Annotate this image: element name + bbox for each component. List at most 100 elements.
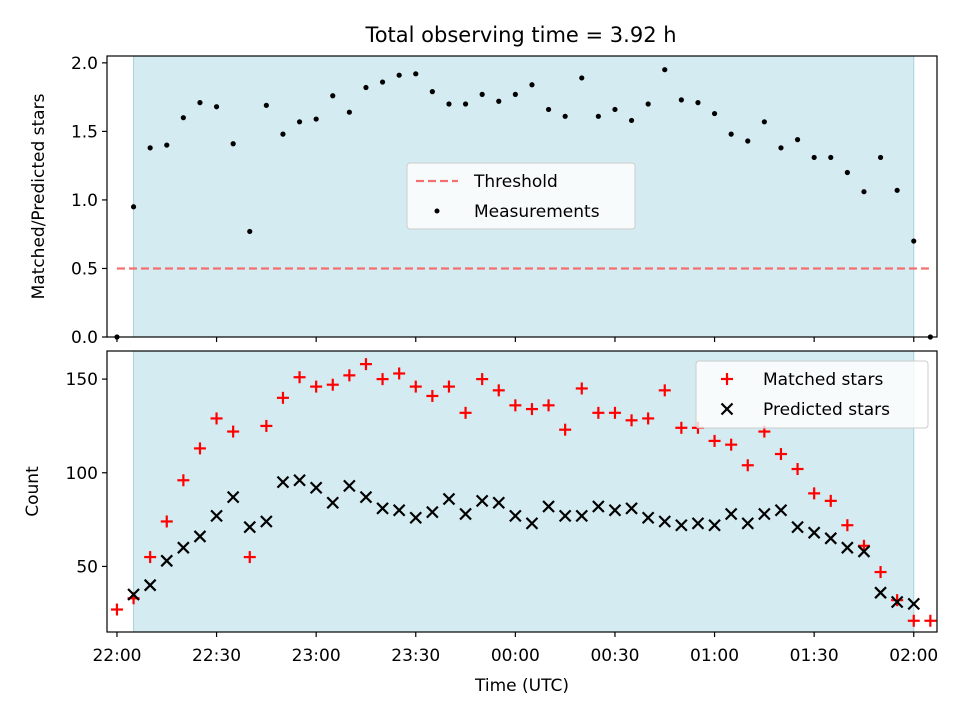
predicted-star-point [459,507,472,521]
predicted-star-point [293,473,306,487]
legend-x-marker [720,402,734,416]
measurement-point [330,93,336,99]
predicted-star-point [475,494,489,508]
y-tick-label: 50 [76,557,98,577]
y-tick-label: 2.0 [71,54,98,74]
measurement-point [147,145,153,151]
predicted-star-point [426,505,439,519]
matched-star-point [343,369,356,382]
predicted-star-point [791,520,804,534]
predicted-star-point [625,502,638,515]
matched-star-point [492,384,505,397]
matched-star-point [110,603,123,616]
measurement-point [811,154,817,161]
matched-star-point [459,406,472,419]
predicted-star-point [675,518,688,532]
measurement-point [645,101,651,107]
legend-plus-marker [721,373,733,385]
predicted-star-point [758,507,771,521]
predicted-star-point [260,515,273,528]
y-tick-label: 1.0 [71,191,98,211]
matched-star-point [708,434,721,447]
measurement-point [496,98,502,104]
matched-star-point [542,399,555,412]
predicted-star-point [392,503,406,517]
measurement-point [678,97,684,103]
matched-star-point [442,380,455,393]
measurement-point [363,84,369,91]
top-x-ticks [116,337,915,342]
top-legend-box [406,162,636,230]
predicted-star-point [409,511,423,525]
matched-star-point [144,551,157,564]
measurement-point [662,67,668,73]
matched-star-point [575,382,588,395]
measurement-point [778,145,784,151]
x-tick-label: 23:00 [292,646,341,666]
predicted-star-point [276,475,290,489]
x-tick-label: 02:00 [889,646,938,666]
predicted-star-point [359,490,373,504]
matched-star-point [376,373,389,386]
matched-star-point [326,378,339,391]
predicted-star-point [309,481,323,495]
predicted-star-point [807,526,821,539]
matched-star-point [608,406,621,419]
y-tick-label: 0.0 [71,328,98,348]
matched-star-point [210,412,223,425]
predicted-star-point [691,517,705,530]
measurement-point [180,115,186,121]
y-tick-label: 100 [66,464,98,484]
measurement-point [346,109,352,115]
x-tick-label: 00:30 [590,646,639,666]
predicted-star-point [608,503,622,517]
matched-star-point [824,494,837,507]
measurement-point [562,113,568,119]
measurement-point [745,138,751,144]
predicted-star-point [326,496,340,510]
measurement-point [877,154,884,161]
predicted-star-point [558,509,572,523]
legend-predicted-label: Predicted stars [763,400,890,420]
measurement-point [761,119,767,125]
predicted-star-point [592,500,605,513]
measurement-point [545,106,552,113]
matched-star-point [193,442,206,455]
top-y-axis-label: Matched/Predicted stars [29,93,49,299]
x-tick-label: 01:00 [690,646,739,666]
matched-star-point [741,459,754,472]
predicted-star-point [542,500,555,513]
matched-star-point [227,425,240,438]
x-tick-label: 22:30 [192,646,241,666]
measurement-point [894,187,900,193]
predicted-star-point [143,578,157,592]
measurement-point [529,82,535,88]
predicted-star-point [641,511,655,525]
top-panel: 0.00.51.01.52.0 Matched/Predicted stars … [29,54,938,348]
measurement-point [197,100,203,106]
measurement-point [462,101,469,107]
x-tick-label: 23:30 [391,646,440,666]
measurement-point [711,110,718,117]
predicted-star-point [509,509,522,523]
x-tick-label: 00:00 [491,646,540,666]
predicted-star-point [177,541,190,554]
matched-star-point [160,515,173,528]
predicted-star-point [708,518,721,532]
matched-star-point [808,487,821,500]
matched-star-point [791,463,804,476]
matched-star-point [642,412,655,425]
matched-star-point [525,403,538,416]
predicted-star-point [907,597,921,611]
measurement-point [130,204,137,210]
matched-star-point [924,614,937,627]
measurement-point [413,71,419,77]
measurement-point [512,91,518,97]
bottom-axes-frame [106,350,938,633]
top-legend: Threshold Measurements [406,162,636,230]
matched-star-point [260,419,273,432]
x-tick-label: 22:00 [92,646,141,666]
predicted-star-point [210,509,223,523]
matched-star-point [592,406,605,419]
